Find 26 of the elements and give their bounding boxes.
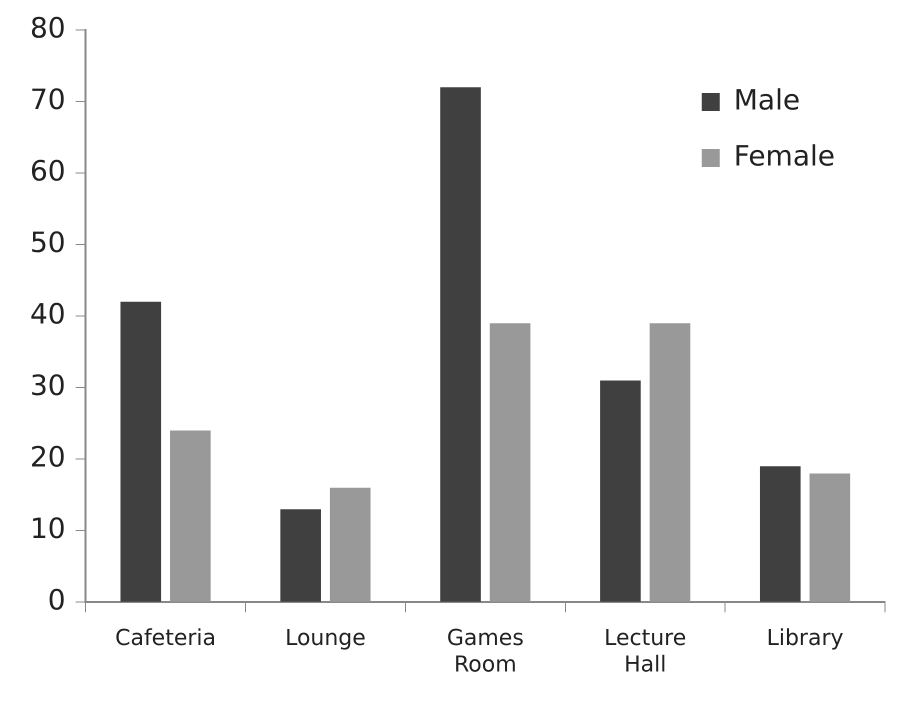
bar [330, 488, 371, 602]
bar [440, 87, 481, 602]
x-tick-label: Games Room [446, 626, 524, 678]
legend-label: Female [734, 139, 836, 172]
x-tick-label: Lounge [285, 626, 366, 652]
bar [810, 473, 850, 602]
y-tick-label: 20 [30, 440, 66, 474]
y-tick-label: 30 [30, 368, 66, 402]
y-tick-label: 70 [30, 82, 66, 116]
bar [280, 509, 321, 602]
x-tick-label: Cafeteria [115, 626, 216, 652]
y-tick-label: 40 [30, 297, 66, 330]
bar [650, 323, 690, 602]
y-tick-label: 10 [30, 512, 66, 545]
x-tick-label: Lecture Hall [604, 626, 686, 678]
legend-label: Male [734, 83, 800, 116]
y-tick-label: 50 [30, 226, 66, 259]
bar [490, 323, 530, 602]
bar [170, 430, 211, 602]
x-tick-label: Library [766, 626, 844, 652]
bar [120, 302, 162, 602]
y-tick-label: 0 [48, 583, 66, 616]
bar [760, 466, 801, 602]
bar [600, 380, 641, 602]
y-tick-label: 80 [30, 11, 66, 44]
y-tick-label: 60 [30, 154, 66, 188]
